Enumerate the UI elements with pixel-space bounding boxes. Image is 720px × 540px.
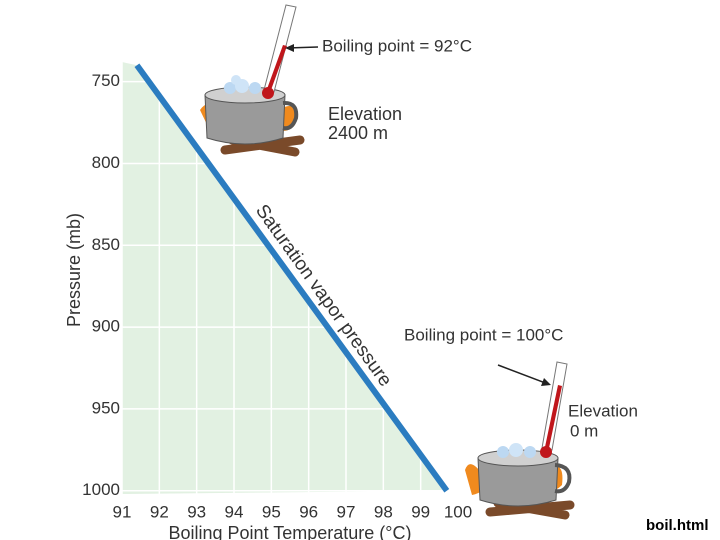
x-tick-label: 100	[444, 502, 472, 521]
pot-high-illustration	[200, 4, 319, 157]
y-axis-title: Pressure (mb)	[64, 213, 84, 327]
y-tick-label: 750	[92, 71, 120, 90]
x-tick-label: 99	[411, 502, 430, 521]
y-tick-label: 900	[92, 317, 120, 336]
annotation: Elevation	[328, 104, 402, 124]
annotation: Elevation	[568, 401, 638, 420]
annotation: Boiling point = 92°C	[322, 36, 472, 55]
x-axis-title: Boiling Point Temperature (°C)	[169, 523, 412, 540]
pot-low-illustration	[465, 361, 575, 520]
caption: boil.html	[646, 517, 709, 534]
x-tick-label: 97	[337, 502, 356, 521]
line	[134, 63, 450, 493]
x-tick-label: 98	[374, 502, 393, 521]
x-tick-label: 91	[113, 502, 132, 521]
x-tick-label: 95	[262, 502, 281, 521]
annotation: 0 m	[570, 421, 598, 440]
x-tick-label: 93	[187, 502, 206, 521]
y-tick-label: 800	[92, 153, 120, 172]
annotation: Boiling point = 100°C	[404, 325, 563, 344]
annotation: 2400 m	[328, 123, 388, 143]
x-tick-label: 92	[150, 502, 169, 521]
plot	[121, 62, 459, 494]
shaded-area	[122, 62, 447, 494]
y-tick-label: 1000	[82, 480, 120, 499]
x-tick-label: 96	[299, 502, 318, 521]
y-tick-label: 950	[92, 398, 120, 417]
x-tick-label: 94	[225, 502, 244, 521]
y-tick-label: 850	[92, 235, 120, 254]
